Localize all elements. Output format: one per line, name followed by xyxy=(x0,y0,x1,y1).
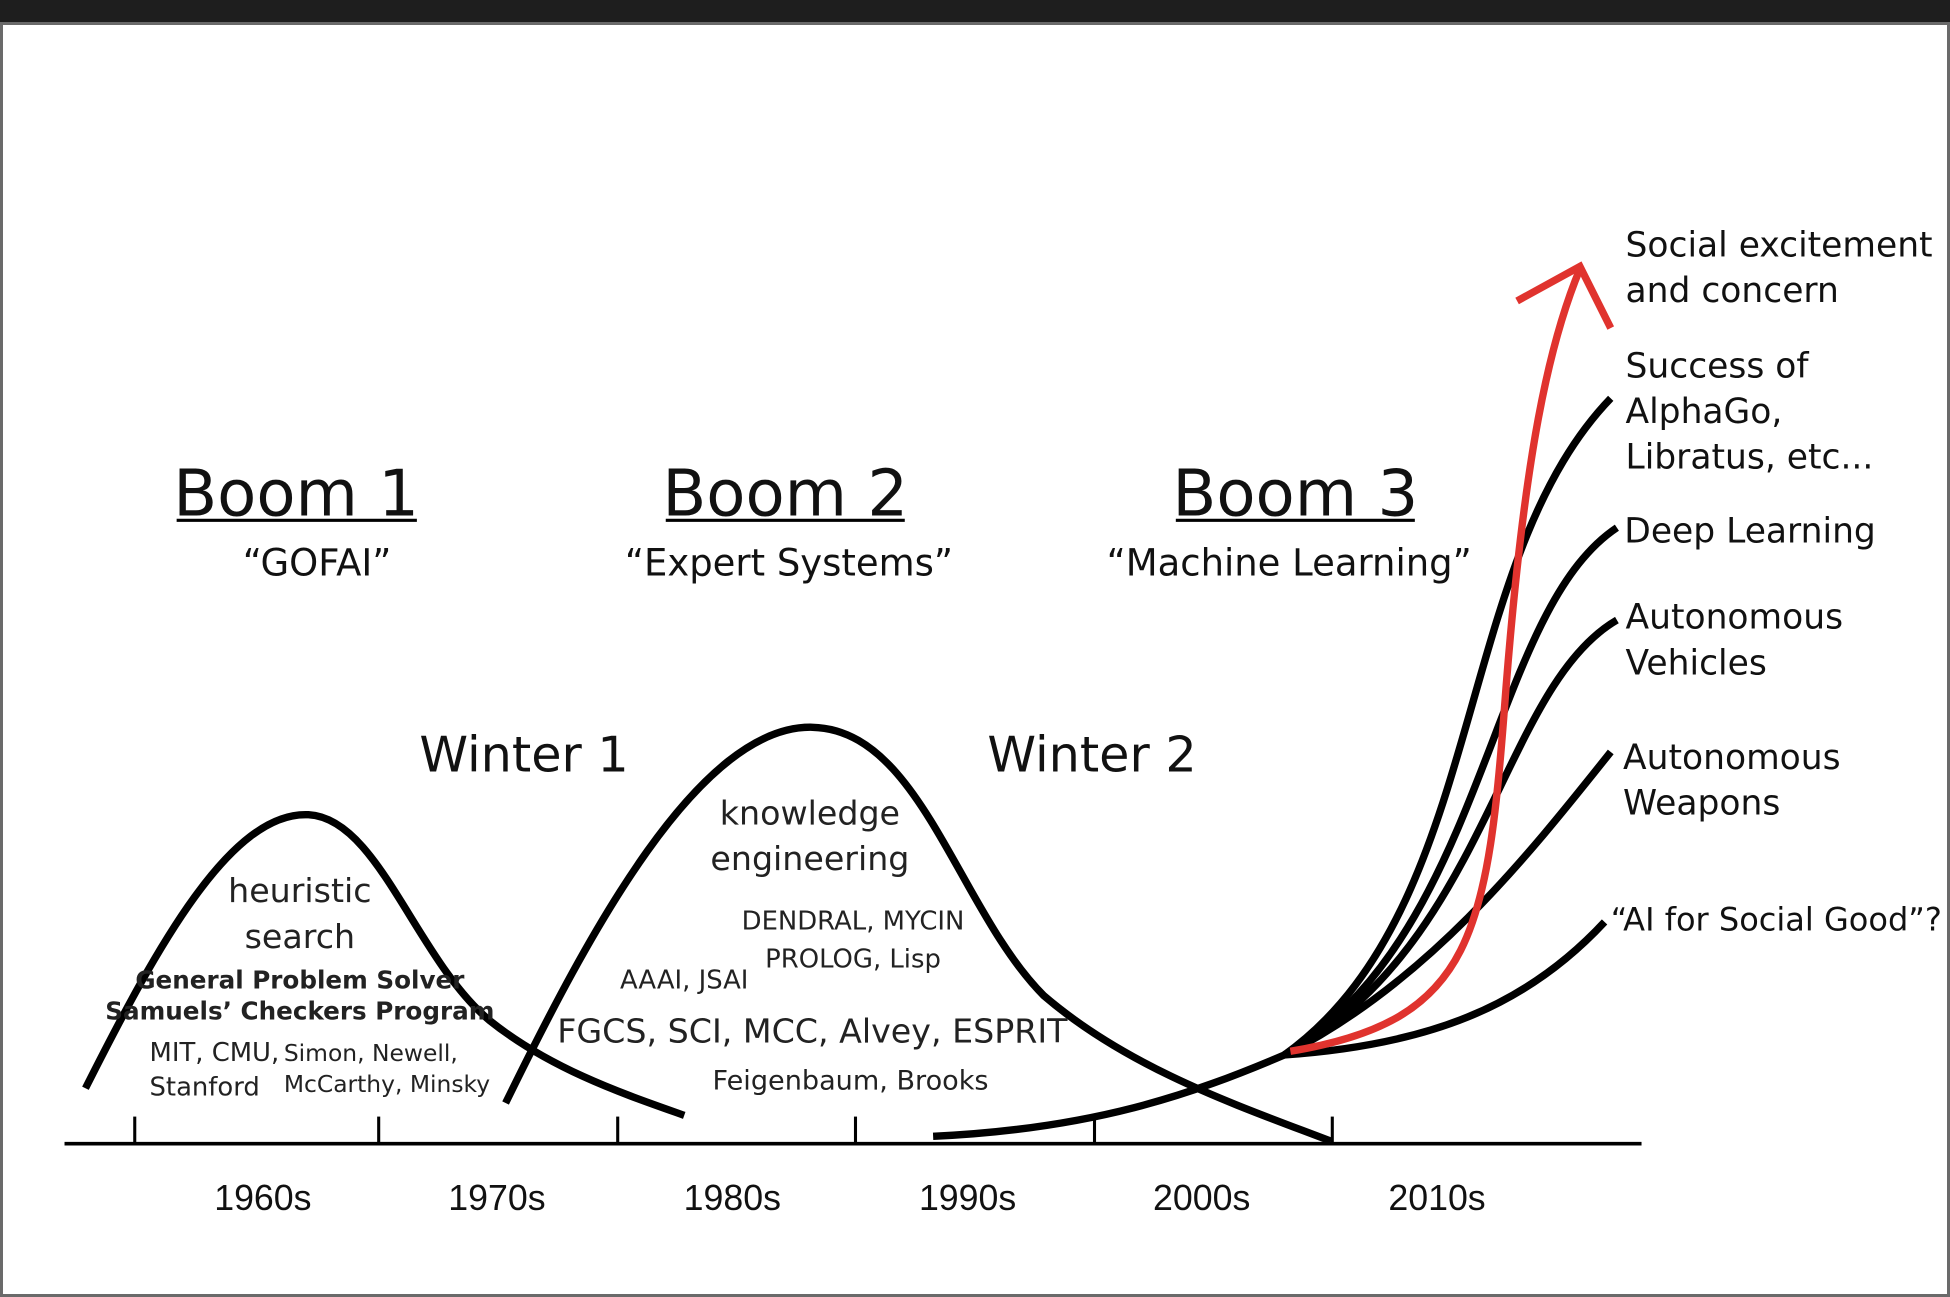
branch-social-good-curve xyxy=(1283,919,1608,1059)
boom2-subtitle: “Expert Systems” xyxy=(625,542,953,585)
axis-ticks xyxy=(133,1116,1334,1144)
branch-label-weapons-line2: Weapons xyxy=(1623,784,1780,824)
arrowhead-icon xyxy=(1515,261,1615,330)
boom1-program1: General Problem Solver xyxy=(135,965,465,994)
branch-label-weapons-line1: Autonomous xyxy=(1623,738,1841,778)
boom1-subtitle: “GOFAI” xyxy=(243,542,392,585)
boom2-topic-line1: knowledge xyxy=(720,794,900,833)
boom1-curve xyxy=(82,811,686,1119)
branch-label-social-excitement-line2: and concern xyxy=(1626,271,1839,311)
axis-label-1980s: 1980s xyxy=(684,1178,781,1218)
boom1-topic-line1: heuristic xyxy=(228,871,371,910)
branch-label-deep-learning: Deep Learning xyxy=(1624,511,1876,551)
boom2-people: Feigenbaum, Brooks xyxy=(713,1065,989,1096)
branch-label-alphago-line2: AlphaGo, xyxy=(1626,392,1783,432)
diagram-canvas: 1960s 1970s 1980s 1990s 2000s 2010s Boom… xyxy=(0,22,1950,1297)
axis-label-2000s: 2000s xyxy=(1153,1178,1250,1218)
branch-label-vehicles-line1: Autonomous xyxy=(1626,598,1844,638)
branch-label-social-good: “AI for Social Good”? xyxy=(1611,901,1942,939)
branch-deep-learning-curve xyxy=(1282,524,1619,1059)
boom1-topic-line2: search xyxy=(245,917,355,956)
boom2-languages: PROLOG, Lisp xyxy=(765,945,941,975)
axis-label-2010s: 2010s xyxy=(1388,1178,1485,1218)
boom2-societies: AAAI, JSAI xyxy=(620,965,748,995)
boom2-systems: DENDRAL, MYCIN xyxy=(742,906,965,936)
boom1-program2: Samuels’ Checkers Program xyxy=(105,996,494,1025)
boom3-base-curve xyxy=(932,1051,1286,1140)
winter1-label: Winter 1 xyxy=(419,726,628,784)
boom3-subtitle: “Machine Learning” xyxy=(1107,542,1472,585)
branch-label-alphago-line3: Libratus, etc... xyxy=(1626,438,1874,478)
ai-booms-diagram: 1960s 1970s 1980s 1990s 2000s 2010s Boom… xyxy=(64,226,1942,1218)
axis-label-1990s: 1990s xyxy=(919,1178,1016,1218)
axis-label-1970s: 1970s xyxy=(448,1178,545,1218)
boom1-people-line2: McCarthy, Minsky xyxy=(284,1070,490,1098)
axis-label-1960s: 1960s xyxy=(214,1178,311,1218)
boom2-curve xyxy=(502,723,1333,1145)
boom2-projects: FGCS, SCI, MCC, Alvey, ESPRIT xyxy=(557,1012,1068,1051)
branch-label-vehicles-line2: Vehicles xyxy=(1626,643,1767,683)
branch-label-alphago-line1: Success of xyxy=(1626,346,1810,386)
branch-autonomous-weapons-curve xyxy=(1282,749,1614,1059)
boom1-people-line1: Simon, Newell, xyxy=(284,1039,458,1067)
branch-alphago-curve xyxy=(1282,395,1614,1058)
branch-label-social-excitement-line1: Social excitement xyxy=(1626,226,1933,266)
boom2-topic-line2: engineering xyxy=(710,839,909,878)
social-excitement-curve xyxy=(1289,267,1584,1055)
boom1-institutions-line2: Stanford xyxy=(150,1073,260,1103)
boom1-institutions-line1: MIT, CMU, xyxy=(150,1038,280,1068)
branch-autonomous-vehicles-curve xyxy=(1282,616,1619,1059)
winter2-label: Winter 2 xyxy=(987,726,1196,784)
